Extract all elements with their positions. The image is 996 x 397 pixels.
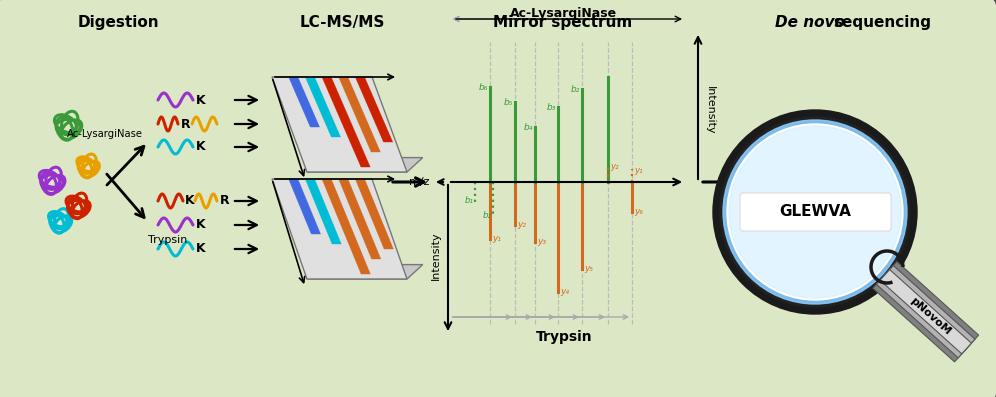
Text: y₂: y₂ (610, 162, 619, 171)
Polygon shape (872, 262, 979, 362)
Text: R: R (220, 195, 230, 208)
Text: y₁: y₁ (634, 166, 642, 175)
Circle shape (723, 120, 907, 304)
Text: y₃: y₃ (537, 237, 546, 246)
Text: K: K (196, 94, 205, 106)
Text: pNovoM: pNovoM (908, 296, 953, 337)
Text: y₅: y₅ (584, 264, 593, 273)
Polygon shape (339, 179, 380, 259)
Text: R: R (181, 118, 190, 131)
Text: Trypsin: Trypsin (148, 235, 187, 245)
Circle shape (727, 124, 903, 300)
FancyBboxPatch shape (740, 193, 891, 231)
Polygon shape (306, 77, 341, 137)
Text: LC-MS/MS: LC-MS/MS (300, 15, 384, 30)
Text: Intensity: Intensity (431, 232, 441, 280)
Text: y₆: y₆ (634, 207, 643, 216)
Polygon shape (322, 179, 371, 274)
Text: Mirror spectrum: Mirror spectrum (493, 15, 632, 30)
Text: Digestion: Digestion (77, 15, 158, 30)
Polygon shape (356, 179, 393, 249)
Text: K: K (185, 195, 194, 208)
Polygon shape (306, 179, 342, 244)
Text: K: K (196, 141, 205, 154)
Polygon shape (880, 270, 971, 354)
Polygon shape (272, 179, 407, 279)
Text: y₁: y₁ (492, 234, 501, 243)
Text: sequencing: sequencing (833, 15, 931, 30)
Text: b₂: b₂ (571, 85, 580, 94)
Polygon shape (289, 179, 321, 234)
Text: y₄: y₄ (560, 287, 569, 296)
Text: De novo: De novo (775, 15, 845, 30)
Text: K: K (196, 243, 205, 256)
Polygon shape (322, 77, 371, 167)
Polygon shape (339, 77, 380, 152)
Polygon shape (876, 266, 975, 358)
Text: m/z: m/z (409, 177, 430, 187)
Polygon shape (307, 264, 422, 279)
Circle shape (729, 126, 901, 298)
Circle shape (713, 110, 917, 314)
Text: b₃: b₃ (547, 103, 556, 112)
Text: Ac-LysargiNase: Ac-LysargiNase (67, 129, 143, 139)
Text: Intensity: Intensity (705, 86, 715, 134)
Text: K: K (196, 218, 205, 231)
Polygon shape (289, 77, 320, 127)
Polygon shape (307, 158, 422, 172)
Polygon shape (272, 77, 407, 172)
Text: b₂: b₂ (483, 211, 492, 220)
Text: y₂: y₂ (517, 220, 526, 229)
Text: b₅: b₅ (504, 98, 513, 107)
Circle shape (720, 117, 910, 307)
Polygon shape (356, 77, 392, 142)
Text: Ac-LysargiNase: Ac-LysargiNase (510, 7, 618, 20)
Text: GLEWVA: GLEWVA (779, 204, 851, 220)
Text: b₄: b₄ (524, 123, 533, 132)
Text: b₁: b₁ (465, 196, 474, 205)
Text: Trypsin: Trypsin (536, 330, 593, 344)
Text: b₆: b₆ (479, 83, 488, 92)
